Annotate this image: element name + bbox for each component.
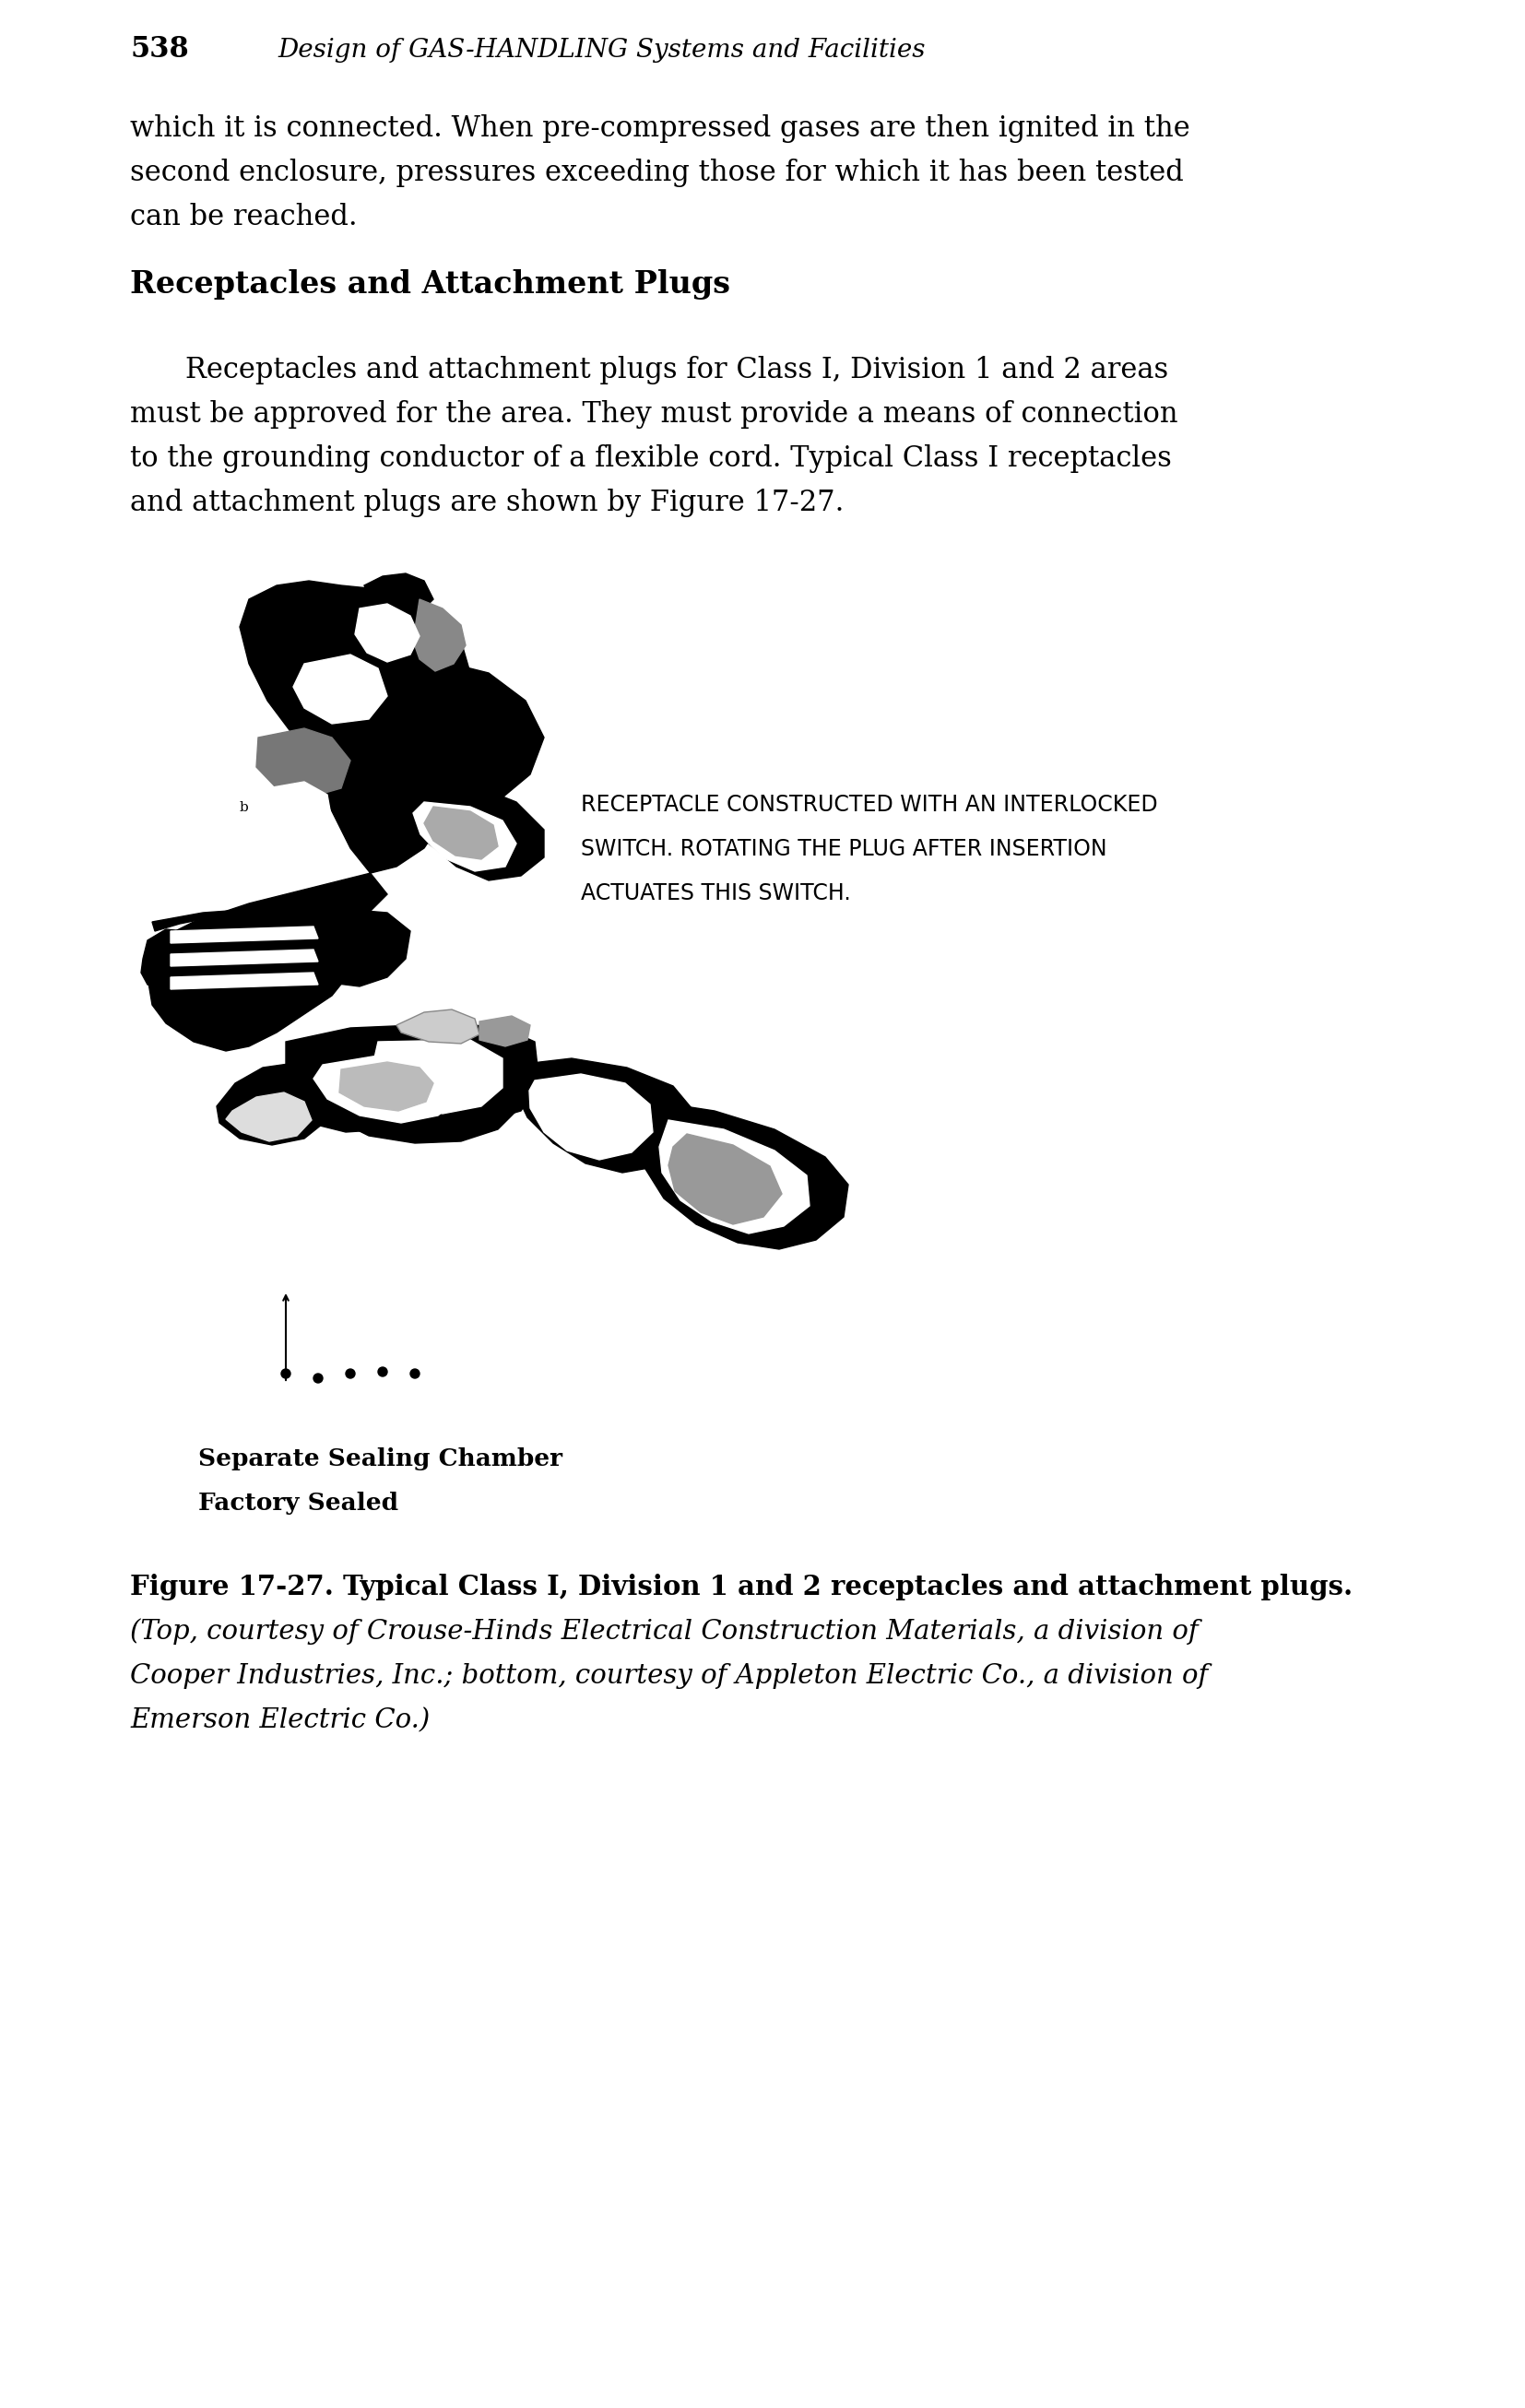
Text: can be reached.: can be reached.: [130, 202, 357, 231]
Text: Separate Sealing Chamber: Separate Sealing Chamber: [198, 1447, 563, 1471]
Text: Cooper Industries, Inc.; bottom, courtesy of Appleton Electric Co., a division o: Cooper Industries, Inc.; bottom, courtes…: [130, 1664, 1208, 1688]
Polygon shape: [226, 1093, 311, 1141]
Polygon shape: [640, 1103, 848, 1250]
Polygon shape: [668, 1134, 782, 1223]
Text: Figure 17-27. Typical Class I, Division 1 and 2 receptacles and attachment plugs: Figure 17-27. Typical Class I, Division …: [130, 1575, 1353, 1601]
Text: (Top, courtesy of Crouse-Hinds Electrical Construction Materials, a division of: (Top, courtesy of Crouse-Hinds Electrica…: [130, 1618, 1199, 1645]
Text: ACTUATES THIS SWITCH.: ACTUATES THIS SWITCH.: [581, 881, 851, 905]
Text: 538: 538: [130, 36, 189, 63]
Text: and attachment plugs are shown by Figure 17-27.: and attachment plugs are shown by Figure…: [130, 489, 843, 518]
Polygon shape: [256, 727, 351, 797]
Polygon shape: [659, 1120, 810, 1233]
Polygon shape: [424, 807, 497, 860]
Polygon shape: [337, 588, 470, 715]
Circle shape: [346, 1370, 355, 1377]
Polygon shape: [364, 573, 433, 616]
Polygon shape: [314, 1055, 461, 1122]
Polygon shape: [171, 927, 319, 944]
Text: RECEPTACLE CONSTRUCTED WITH AN INTERLOCKED: RECEPTACLE CONSTRUCTED WITH AN INTERLOCK…: [581, 795, 1157, 816]
Polygon shape: [171, 949, 319, 966]
Text: Emerson Electric Co.): Emerson Electric Co.): [130, 1707, 430, 1734]
Polygon shape: [406, 775, 544, 881]
Polygon shape: [479, 1016, 531, 1047]
Polygon shape: [349, 1026, 540, 1125]
Polygon shape: [339, 1062, 433, 1110]
Polygon shape: [355, 604, 419, 662]
Circle shape: [410, 1370, 419, 1377]
Polygon shape: [285, 1026, 531, 1144]
Polygon shape: [142, 929, 198, 992]
Polygon shape: [514, 1060, 695, 1173]
Text: to the grounding conductor of a flexible cord. Typical Class I receptacles: to the grounding conductor of a flexible…: [130, 445, 1171, 472]
Text: Receptacles and attachment plugs for Class I, Division 1 and 2 areas: Receptacles and attachment plugs for Cla…: [186, 356, 1168, 385]
Polygon shape: [285, 1050, 435, 1132]
Polygon shape: [413, 600, 465, 672]
Text: b: b: [239, 802, 249, 814]
Text: Design of GAS-HANDLING Systems and Facilities: Design of GAS-HANDLING Systems and Facil…: [278, 39, 926, 63]
Text: must be approved for the area. They must provide a means of connection: must be approved for the area. They must…: [130, 400, 1177, 429]
Polygon shape: [413, 802, 517, 872]
Polygon shape: [396, 1009, 479, 1043]
Text: SWITCH. ROTATING THE PLUG AFTER INSERTION: SWITCH. ROTATING THE PLUG AFTER INSERTIO…: [581, 838, 1107, 860]
Polygon shape: [256, 783, 332, 838]
Text: Factory Sealed: Factory Sealed: [198, 1491, 398, 1515]
Polygon shape: [529, 1074, 653, 1161]
Text: Receptacles and Attachment Plugs: Receptacles and Attachment Plugs: [130, 270, 730, 299]
Text: which it is connected. When pre-compressed gases are then ignited in the: which it is connected. When pre-compress…: [130, 113, 1190, 142]
Circle shape: [314, 1373, 323, 1382]
Polygon shape: [217, 1062, 337, 1144]
Polygon shape: [171, 973, 319, 990]
Polygon shape: [148, 580, 544, 1050]
Text: second enclosure, pressures exceeding those for which it has been tested: second enclosure, pressures exceeding th…: [130, 159, 1183, 188]
Polygon shape: [374, 1040, 503, 1112]
Polygon shape: [293, 655, 387, 725]
Polygon shape: [146, 908, 410, 1021]
Circle shape: [281, 1370, 290, 1377]
Circle shape: [378, 1368, 387, 1377]
